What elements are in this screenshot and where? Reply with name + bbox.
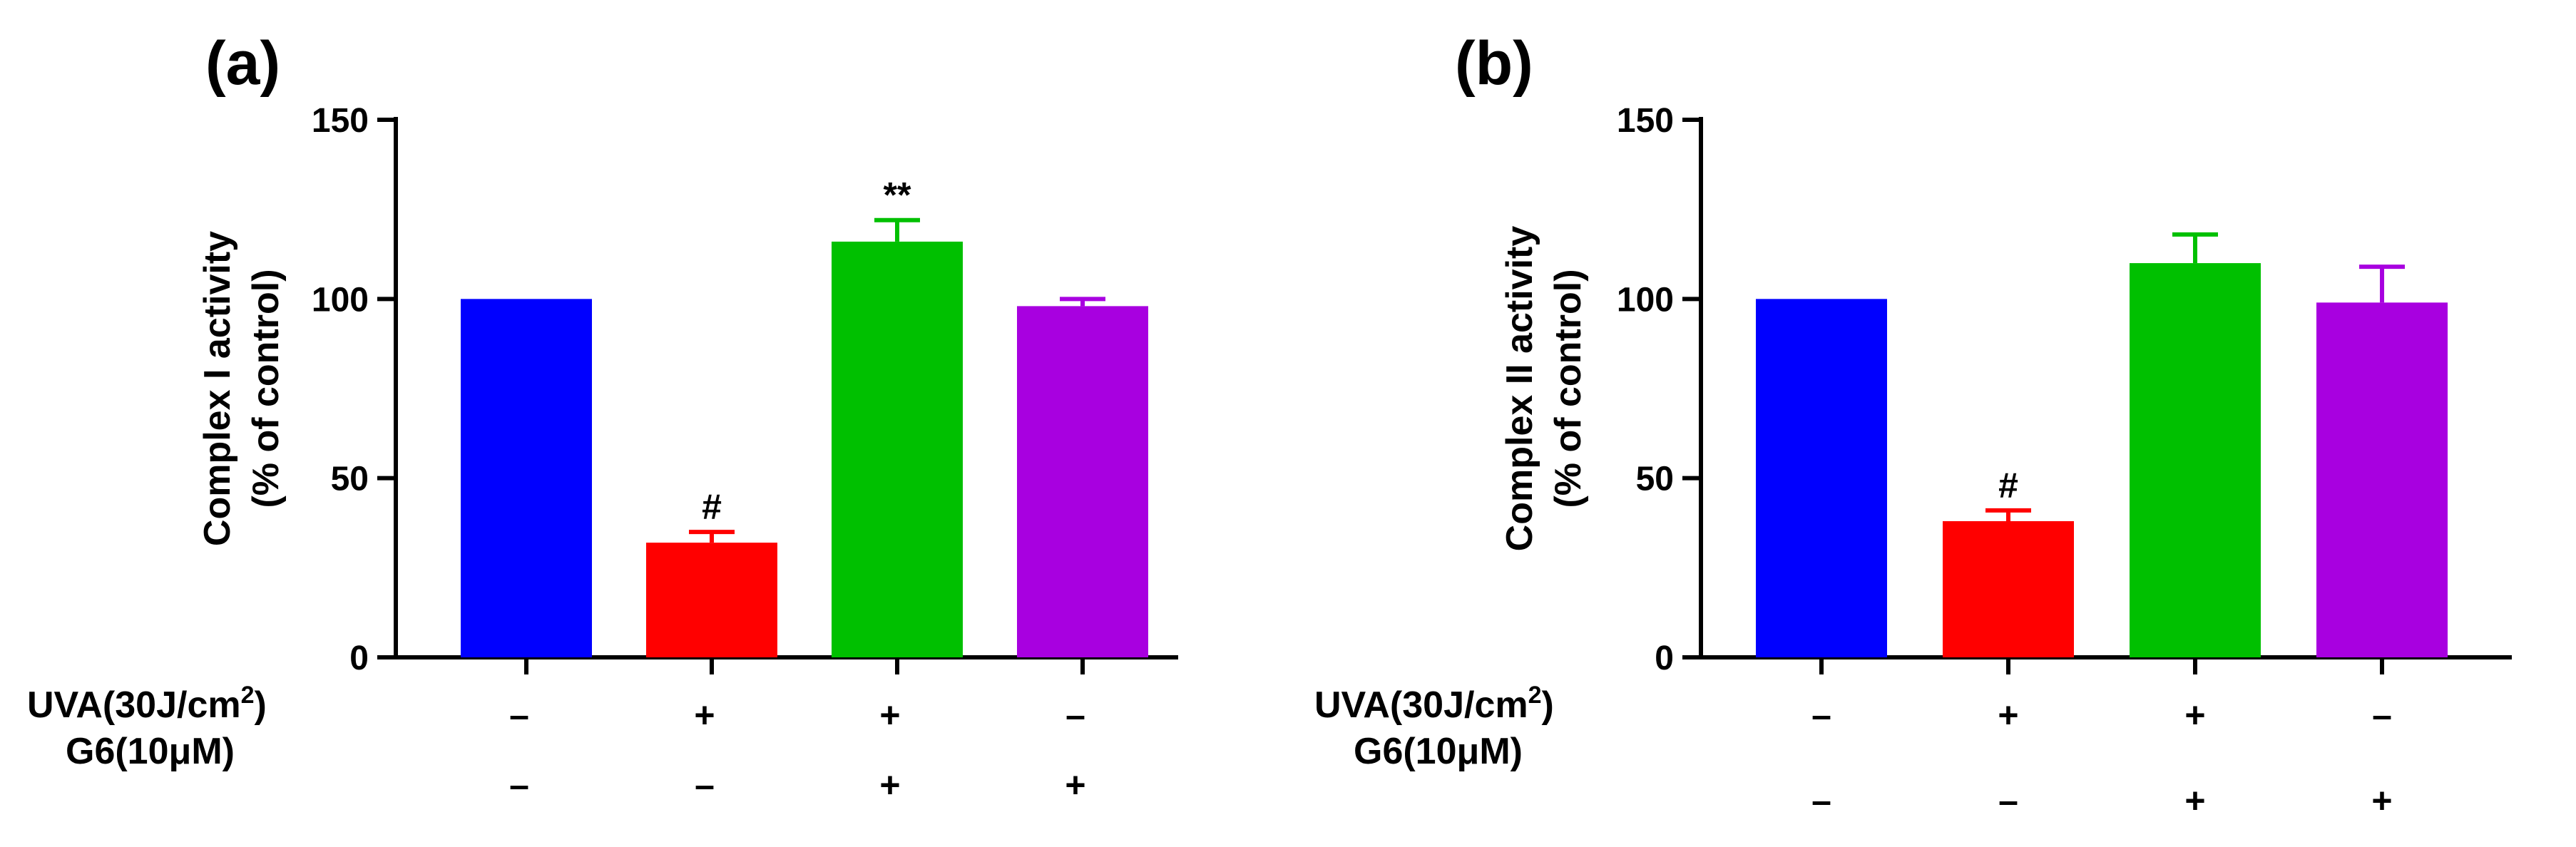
panel-label: (a) xyxy=(205,29,280,98)
y-tick-label: 150 xyxy=(312,102,369,140)
bar xyxy=(1017,306,1148,657)
row2-label: G6(10μM) xyxy=(1354,731,1523,772)
row2-sign: + xyxy=(2184,781,2205,821)
significance-annotation: ** xyxy=(884,175,911,215)
y-axis-label-line2: (% of control) xyxy=(1548,269,1589,508)
bar xyxy=(1756,299,1887,657)
y-tick-label: 0 xyxy=(349,640,369,677)
row2-sign: – xyxy=(1811,781,1831,821)
row1-sign: – xyxy=(2372,695,2392,735)
chart-panel-a: (a) Complex I activity (% of control) 0 50 10… xyxy=(27,29,1178,805)
row2-sign: + xyxy=(1065,765,1085,805)
bar xyxy=(2130,263,2261,658)
y-tick-label: 150 xyxy=(1617,102,1674,140)
row1-sign: – xyxy=(1065,695,1085,735)
row2-sign: + xyxy=(879,765,900,805)
y-tick-label: 100 xyxy=(1617,281,1674,319)
panel-label: (b) xyxy=(1455,29,1533,98)
bar xyxy=(2316,302,2448,657)
row1-sign: + xyxy=(879,695,900,735)
y-axis-label-line2: (% of control) xyxy=(245,269,287,508)
y-axis-label-line1: Complex II activity xyxy=(1499,226,1540,552)
significance-annotation: # xyxy=(702,487,722,527)
y-tick-label: 0 xyxy=(1655,640,1674,677)
row2-sign: – xyxy=(695,765,715,805)
row2-label: G6(10μM) xyxy=(66,731,235,772)
row2-sign: – xyxy=(509,765,529,805)
row1-label: UVA(30J/cm2) xyxy=(27,682,267,726)
y-axis-label-line1: Complex I activity xyxy=(197,231,238,546)
bar xyxy=(1943,520,2074,657)
row1-sign: + xyxy=(1998,695,2018,735)
bar xyxy=(832,241,963,657)
row2-sign: – xyxy=(1998,781,2018,821)
row1-sign: – xyxy=(1811,695,1831,735)
y-tick-label: 100 xyxy=(312,281,369,319)
row2-sign: + xyxy=(2371,781,2392,821)
row1-sign: + xyxy=(2184,695,2205,735)
chart-panel-b: (b) Complex II activity (% of control) 0 50 1… xyxy=(1314,29,2512,821)
row1-sign: – xyxy=(509,695,529,735)
row1-sign: + xyxy=(694,695,715,735)
bar xyxy=(646,543,777,657)
significance-annotation: # xyxy=(1998,466,2018,505)
bar xyxy=(461,299,592,657)
row1-label: UVA(30J/cm2) xyxy=(1314,682,1554,726)
y-tick-label: 50 xyxy=(1636,461,1674,498)
y-tick-label: 50 xyxy=(331,461,369,498)
